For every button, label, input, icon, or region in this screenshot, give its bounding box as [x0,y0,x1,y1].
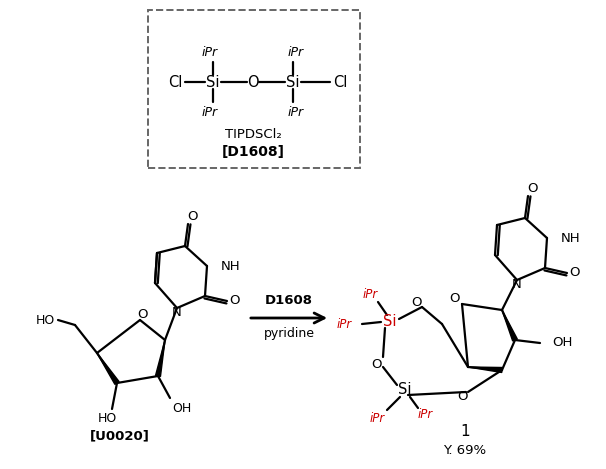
Text: Si: Si [383,315,397,330]
Text: Si: Si [286,75,300,90]
Bar [148,10,360,168]
Polygon shape [156,340,165,377]
Text: iPr: iPr [362,287,378,301]
Text: O: O [527,182,538,195]
Text: O: O [450,293,460,305]
Text: iPr: iPr [202,45,218,59]
Text: HO: HO [35,313,55,326]
Text: O: O [187,210,197,222]
Text: iPr: iPr [370,411,385,424]
Text: OH: OH [552,336,573,349]
Text: O: O [458,389,468,402]
Text: iPr: iPr [288,106,304,119]
Text: HO: HO [98,413,116,425]
Text: [D1608]: [D1608] [222,145,284,159]
Text: N: N [172,307,182,319]
Text: OH: OH [172,401,191,415]
Text: [U0020]: [U0020] [90,430,150,442]
Text: TIPDSCl₂: TIPDSCl₂ [225,128,281,141]
Text: O: O [371,358,381,371]
Text: D1608: D1608 [265,294,313,307]
Text: Cl: Cl [333,75,347,90]
Text: Y. 69%: Y. 69% [444,444,487,456]
Text: Si: Si [206,75,220,90]
Text: pyridine: pyridine [264,326,315,340]
Polygon shape [97,353,119,385]
Text: iPr: iPr [202,106,218,119]
Text: O: O [228,295,239,308]
Text: NH: NH [561,232,581,244]
Polygon shape [468,367,502,372]
Text: N: N [512,279,522,292]
Text: Cl: Cl [168,75,182,90]
Text: NH: NH [221,259,241,272]
Text: iPr: iPr [288,45,304,59]
Text: Si: Si [398,383,411,398]
Text: iPr: iPr [337,318,352,331]
Text: iPr: iPr [418,408,433,422]
Text: O: O [411,295,422,309]
Text: O: O [138,308,148,320]
Polygon shape [502,310,518,341]
Text: O: O [247,75,259,90]
Text: 1: 1 [460,424,470,439]
Text: O: O [569,266,579,280]
